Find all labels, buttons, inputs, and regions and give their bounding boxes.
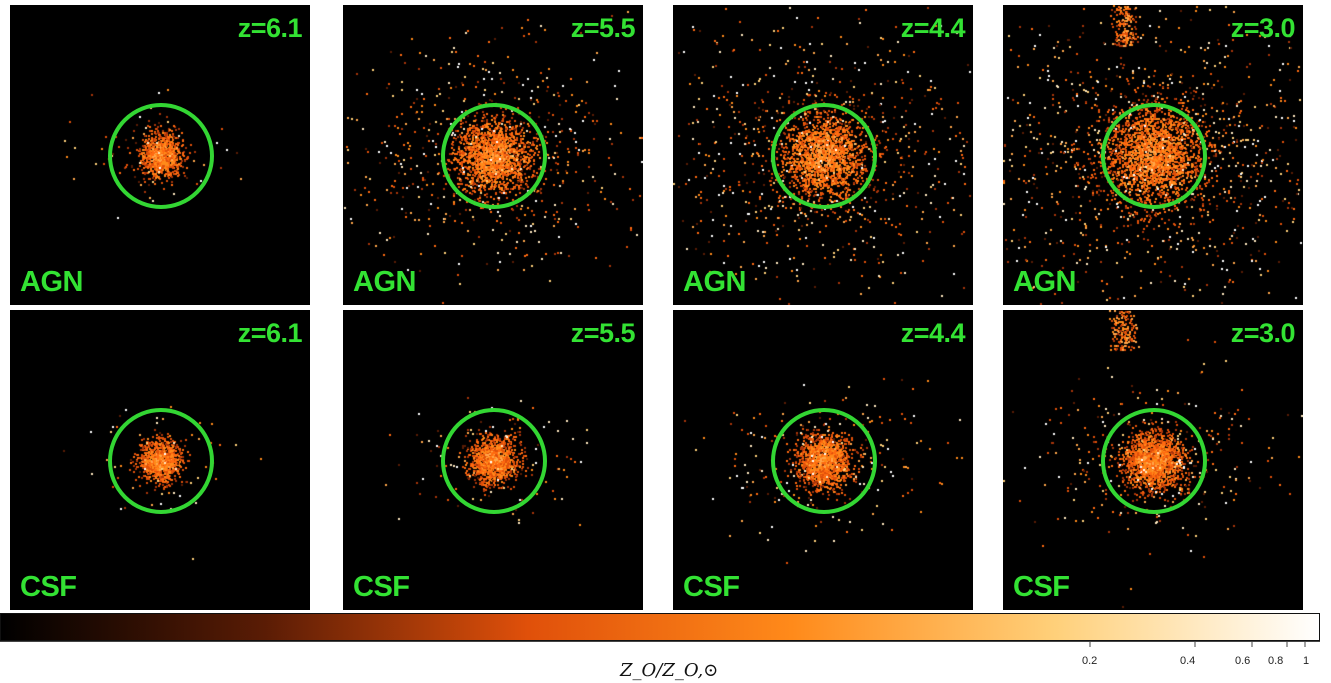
redshift-label: z=3.0 — [1230, 13, 1296, 43]
green-circle — [1101, 408, 1207, 514]
model-label: CSF — [20, 571, 77, 603]
redshift-label: z=3.0 — [1230, 318, 1296, 348]
panel-agn-z3.0: z=3.0 AGN — [1003, 5, 1303, 305]
panel-csf-z5.5: z=5.5 CSF — [343, 310, 643, 610]
colorbar-axis — [0, 641, 1320, 647]
green-circle — [108, 408, 214, 514]
green-circle — [441, 103, 547, 209]
panel-csf-z6.1: z=6.1 CSF — [10, 310, 310, 610]
redshift-label: z=4.4 — [900, 318, 966, 348]
panel-agn-z5.5: z=5.5 AGN — [343, 5, 643, 305]
colorbar-tick: 0.8 — [1268, 655, 1284, 667]
colorbar — [0, 613, 1320, 641]
redshift-label: z=6.1 — [237, 318, 303, 348]
panel-agn-z4.4: z=4.4 AGN — [673, 5, 973, 305]
colorbar-tick: 0.4 — [1180, 655, 1196, 667]
colorbar-tick: 0.2 — [1082, 655, 1098, 667]
colorbar-tick: 1 — [1303, 655, 1310, 667]
green-circle — [441, 408, 547, 514]
model-label: CSF — [683, 571, 740, 603]
colorbar-label: Z_O/Z_O,⊙ — [620, 660, 719, 681]
model-label: CSF — [1013, 571, 1070, 603]
green-circle — [1101, 103, 1207, 209]
redshift-label: z=4.4 — [900, 13, 966, 43]
model-label: AGN — [20, 266, 83, 298]
green-circle — [108, 103, 214, 209]
green-circle — [771, 408, 877, 514]
redshift-label: z=5.5 — [570, 13, 636, 43]
model-label: CSF — [353, 571, 410, 603]
redshift-label: z=6.1 — [237, 13, 303, 43]
panel-csf-z4.4: z=4.4 CSF — [673, 310, 973, 610]
model-label: AGN — [1013, 266, 1076, 298]
colorbar-tick: 0.6 — [1235, 655, 1251, 667]
model-label: AGN — [353, 266, 416, 298]
redshift-label: z=5.5 — [570, 318, 636, 348]
panel-csf-z3.0: z=3.0 CSF — [1003, 310, 1303, 610]
model-label: AGN — [683, 266, 746, 298]
green-circle — [771, 103, 877, 209]
panel-agn-z6.1: z=6.1 AGN — [10, 5, 310, 305]
